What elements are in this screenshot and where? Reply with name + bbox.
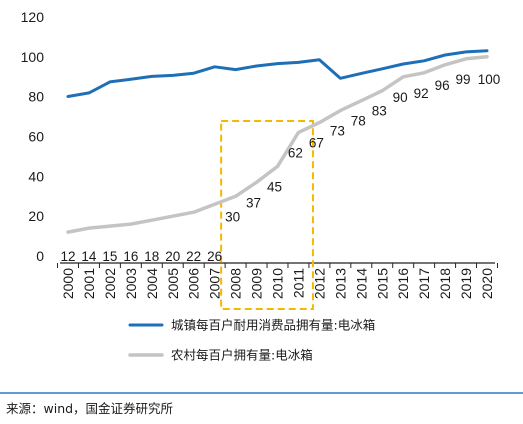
y-tick-label: 40 [28, 168, 44, 184]
data-label: 90 [393, 90, 408, 105]
y-tick-label: 120 [21, 9, 45, 25]
legend-label: 城镇每百户耐用消费品拥有量:电冰箱 [171, 318, 375, 333]
x-tick-label: 2009 [249, 268, 265, 299]
highlight-box [220, 120, 314, 310]
x-tick-label: 2006 [186, 268, 202, 299]
data-label: 15 [102, 249, 117, 264]
data-labels: 12 14 15 16 18 20 22 26 30 37 45 62 67 73 78 83 90 92 96 99… [60, 72, 500, 264]
legend-label: 农村每百户拥有量:电冰箱 [171, 348, 313, 363]
data-label: 62 [288, 146, 303, 161]
source-note: 来源：wind，国金证券研究所 [6, 401, 174, 416]
data-label: 18 [144, 249, 159, 264]
series-lines [66, 49, 489, 234]
data-label: 30 [225, 209, 240, 224]
highlight-rect [220, 120, 314, 310]
x-tick-label: 2004 [144, 268, 160, 299]
data-label: 45 [267, 179, 282, 194]
x-tick-label: 2002 [102, 268, 118, 299]
x-tick-label: 2011 [290, 268, 306, 298]
x-tick-label: 2003 [123, 268, 139, 299]
data-label: 20 [165, 249, 180, 264]
y-tick-label: 80 [28, 89, 44, 105]
y-tick-label: 20 [28, 208, 44, 224]
data-label: 26 [207, 249, 222, 264]
x-tick-label: 2001 [81, 268, 97, 299]
x-tick-label: 2015 [374, 268, 390, 299]
x-tick-label: 2019 [458, 268, 474, 299]
data-label: 100 [478, 72, 501, 87]
data-label: 83 [372, 104, 387, 119]
x-tick-label: 2017 [416, 268, 432, 299]
data-label: 67 [309, 136, 324, 151]
data-label: 16 [123, 249, 138, 264]
y-tick-label: 100 [21, 49, 45, 65]
data-label: 92 [414, 86, 429, 101]
series-line-urban [66, 49, 489, 98]
data-label: 22 [186, 249, 201, 264]
y-axis: 0 20 40 60 80 100 120 [21, 9, 45, 264]
x-tick-label: 2016 [395, 268, 411, 299]
x-axis: 2000 2001 2002 2003 2004 2005 2006 2007 2008 2009… [57, 262, 498, 299]
data-label: 73 [330, 124, 345, 139]
x-tick-label: 2000 [60, 268, 76, 299]
x-tick-label: 2010 [270, 268, 286, 299]
x-tick-label: 2008 [228, 268, 244, 299]
y-tick-label: 0 [36, 248, 44, 264]
data-label: 12 [60, 249, 75, 264]
x-tick-label: 2007 [207, 268, 223, 299]
x-tick-label: 2012 [311, 268, 327, 299]
x-tick-label: 2018 [437, 268, 453, 299]
x-tick-label: 2013 [332, 268, 348, 299]
series-line-rural [66, 55, 489, 234]
data-label: 37 [246, 195, 261, 210]
x-tick-label: 2005 [165, 268, 181, 299]
data-label: 99 [456, 72, 471, 87]
x-tick-label: 2020 [479, 268, 495, 299]
data-label: 78 [351, 114, 366, 129]
data-label: 96 [435, 78, 450, 93]
data-label: 14 [81, 249, 97, 264]
x-tick-label: 2014 [353, 268, 369, 299]
y-tick-label: 60 [28, 129, 44, 145]
